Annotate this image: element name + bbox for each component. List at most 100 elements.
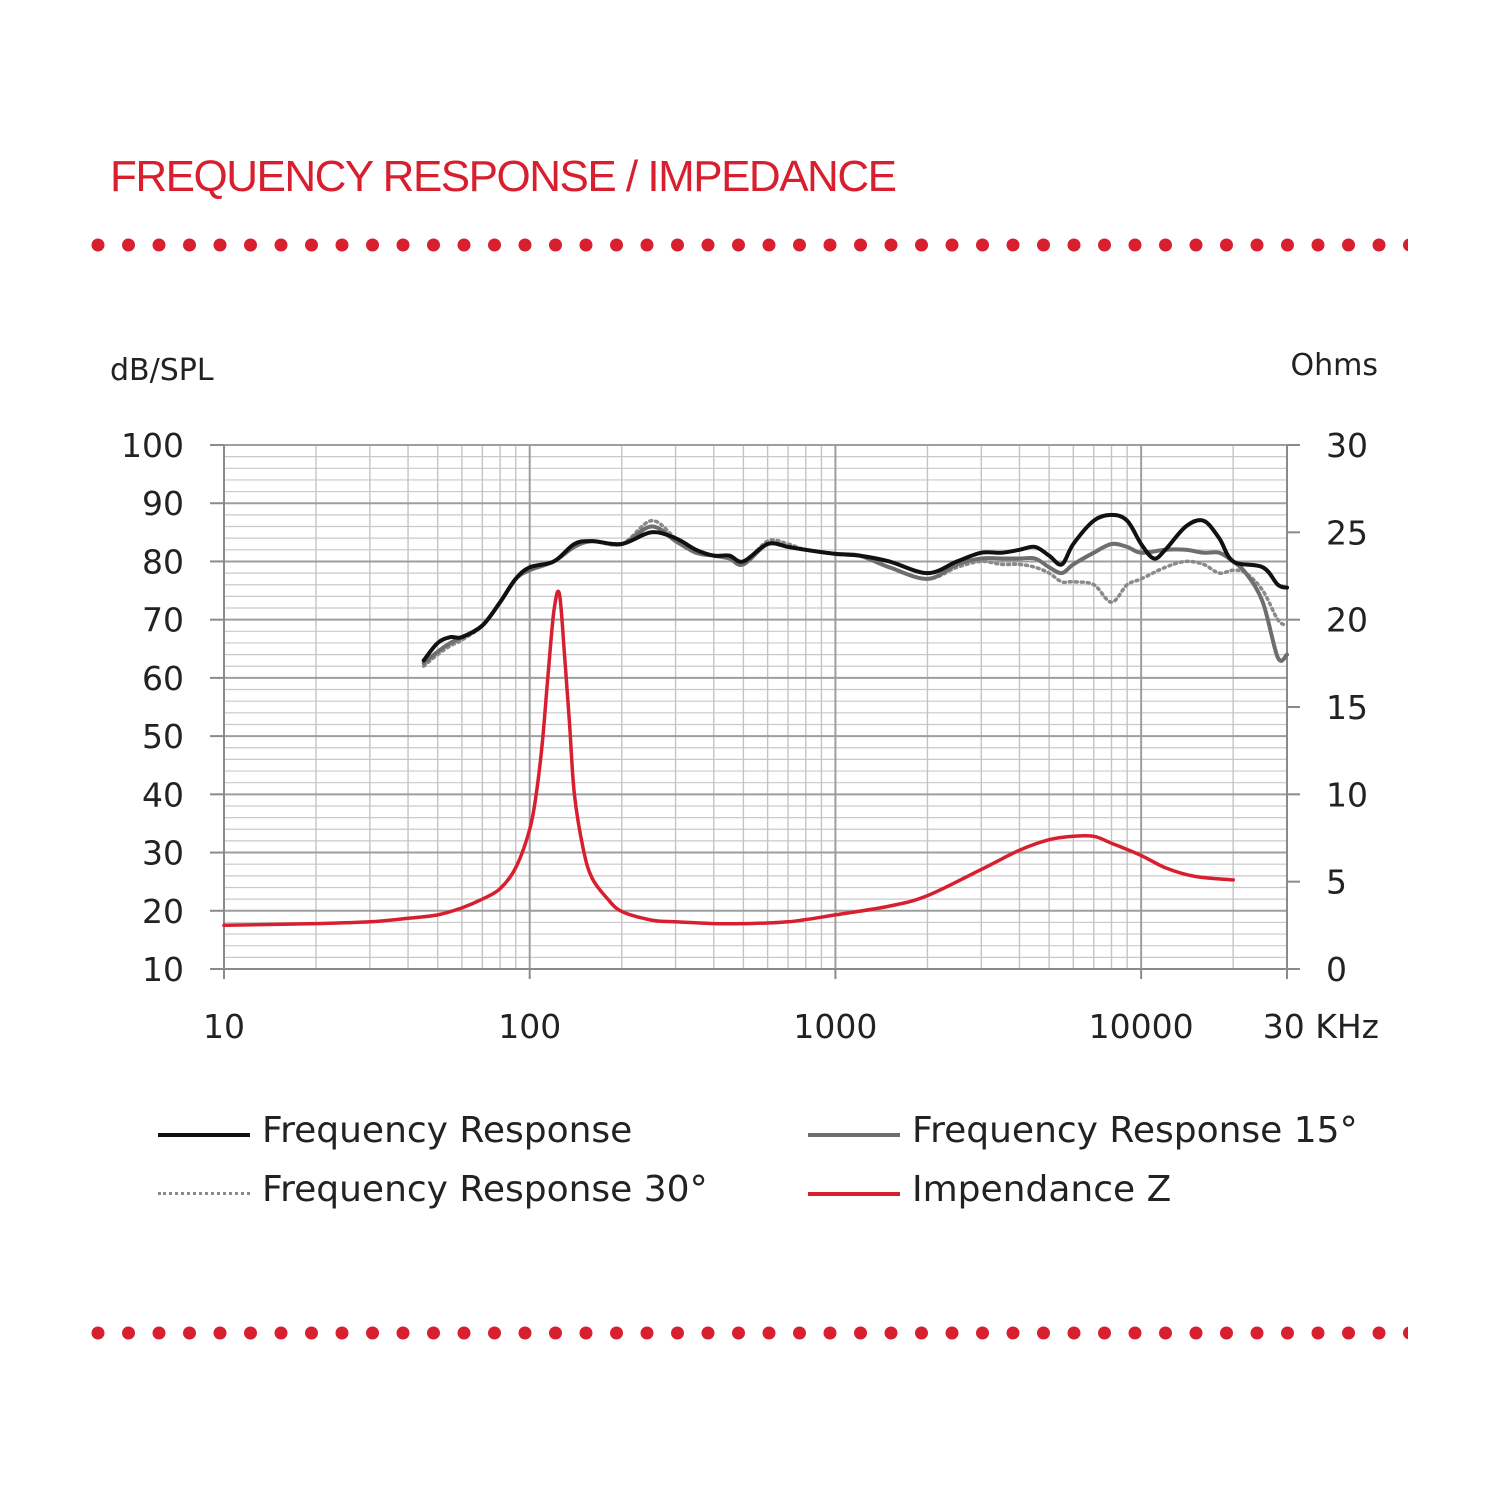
divider-dot (488, 238, 501, 252)
divider-dot (183, 238, 196, 252)
divider-dot (945, 1326, 959, 1340)
divider-dot (671, 238, 684, 252)
divider-dot (732, 238, 745, 252)
divider-dot (427, 238, 440, 252)
divider-dot (1128, 1326, 1142, 1340)
divider-dot (274, 1326, 288, 1340)
divider-dot (701, 1326, 715, 1340)
divider-dot (1098, 1326, 1111, 1340)
divider-dot (823, 1326, 837, 1340)
divider-dot (1189, 238, 1203, 252)
left-tick-label: 20 (142, 892, 184, 931)
divider-dot (976, 238, 989, 252)
divider-dot (366, 238, 379, 252)
divider-dot (396, 1326, 410, 1340)
divider-dot (1372, 1326, 1386, 1340)
divider-dot (1128, 238, 1142, 252)
divider-dot (1037, 1326, 1050, 1340)
legend-label: Frequency Response (262, 1110, 633, 1151)
divider-dot (1189, 1326, 1203, 1340)
legend-label: Frequency Response 15° (912, 1110, 1358, 1151)
divider-dot (152, 238, 166, 252)
legend-label: Impendance Z (912, 1169, 1172, 1210)
right-tick-label: 30 (1326, 426, 1368, 465)
series-line-impendance-z (222, 589, 1235, 928)
divider-dot (640, 238, 654, 252)
divider-dot (1311, 238, 1325, 252)
left-tick-label: 80 (142, 542, 184, 581)
divider-dot (518, 238, 532, 252)
left-tick-label: 60 (142, 659, 184, 698)
top-dotted-divider (88, 235, 1408, 255)
divider-dot (701, 238, 715, 252)
divider-dot (91, 1326, 105, 1340)
divider-dot (762, 238, 776, 252)
divider-dot (549, 238, 562, 252)
divider-dot (915, 1326, 928, 1340)
x-tick-label: 1000 (793, 1007, 877, 1046)
legend-swatch (158, 1192, 250, 1195)
divider-dot (366, 1326, 379, 1340)
left-axis-label: dB/SPL (110, 353, 214, 388)
divider-dot (945, 238, 959, 252)
right-axis-label: Ohms (1291, 348, 1378, 383)
page-title: FREQUENCY RESPONSE / IMPEDANCE (110, 152, 897, 201)
divider-dot (1220, 1326, 1233, 1340)
divider-dot (793, 1326, 806, 1340)
right-tick-label: 5 (1326, 863, 1347, 902)
right-tick-label: 0 (1326, 950, 1347, 989)
series-line-frequency-response (421, 512, 1289, 663)
x-tick-label: 10000 (1089, 1007, 1194, 1046)
left-tick-label: 50 (142, 717, 184, 756)
divider-dot (1067, 238, 1081, 252)
divider-dot (1220, 238, 1233, 252)
left-tick-label: 40 (142, 775, 184, 814)
legend-swatch (808, 1192, 900, 1196)
x-tick-label: 30 KHz (1263, 1007, 1379, 1046)
divider-dot (579, 238, 593, 252)
divider-dot (854, 238, 867, 252)
divider-dot (457, 238, 471, 252)
divider-dot (823, 238, 837, 252)
legend-swatch (808, 1133, 900, 1137)
divider-dot (152, 1326, 166, 1340)
left-tick-label: 100 (121, 426, 184, 465)
divider-dot (610, 238, 623, 252)
divider-dot (610, 1326, 623, 1340)
divider-dot (213, 1326, 227, 1340)
divider-dot (335, 1326, 349, 1340)
left-tick-label: 10 (142, 950, 184, 989)
x-tick-label: 10 (203, 1007, 245, 1046)
divider-dot (1342, 238, 1355, 252)
right-tick-label: 25 (1326, 513, 1368, 552)
divider-dot (1159, 1326, 1172, 1340)
divider-dot (762, 1326, 776, 1340)
divider-dot (91, 238, 105, 252)
divider-dot (244, 238, 257, 252)
divider-dot (1067, 1326, 1081, 1340)
divider-dot (1342, 1326, 1355, 1340)
divider-dot (732, 1326, 745, 1340)
divider-dot (1006, 1326, 1020, 1340)
legend-label: Frequency Response 30° (262, 1169, 708, 1210)
right-tick-label: 15 (1326, 688, 1368, 727)
divider-dot (1311, 1326, 1325, 1340)
divider-dot (976, 1326, 989, 1340)
divider-dot (213, 238, 227, 252)
divider-dot (1006, 238, 1020, 252)
left-tick-label: 70 (142, 601, 184, 640)
divider-dot (1372, 238, 1386, 252)
divider-dot (854, 1326, 867, 1340)
divider-dot (1250, 1326, 1264, 1340)
divider-dot (244, 1326, 257, 1340)
x-tick-label: 100 (498, 1007, 561, 1046)
series-line-frequency-response-30 (421, 518, 1289, 668)
divider-dot (122, 238, 135, 252)
divider-dot (1281, 1326, 1294, 1340)
divider-dot (457, 1326, 471, 1340)
divider-dot (640, 1326, 654, 1340)
divider-dot (1403, 238, 1408, 252)
divider-dot (671, 1326, 684, 1340)
divider-dot (427, 1326, 440, 1340)
